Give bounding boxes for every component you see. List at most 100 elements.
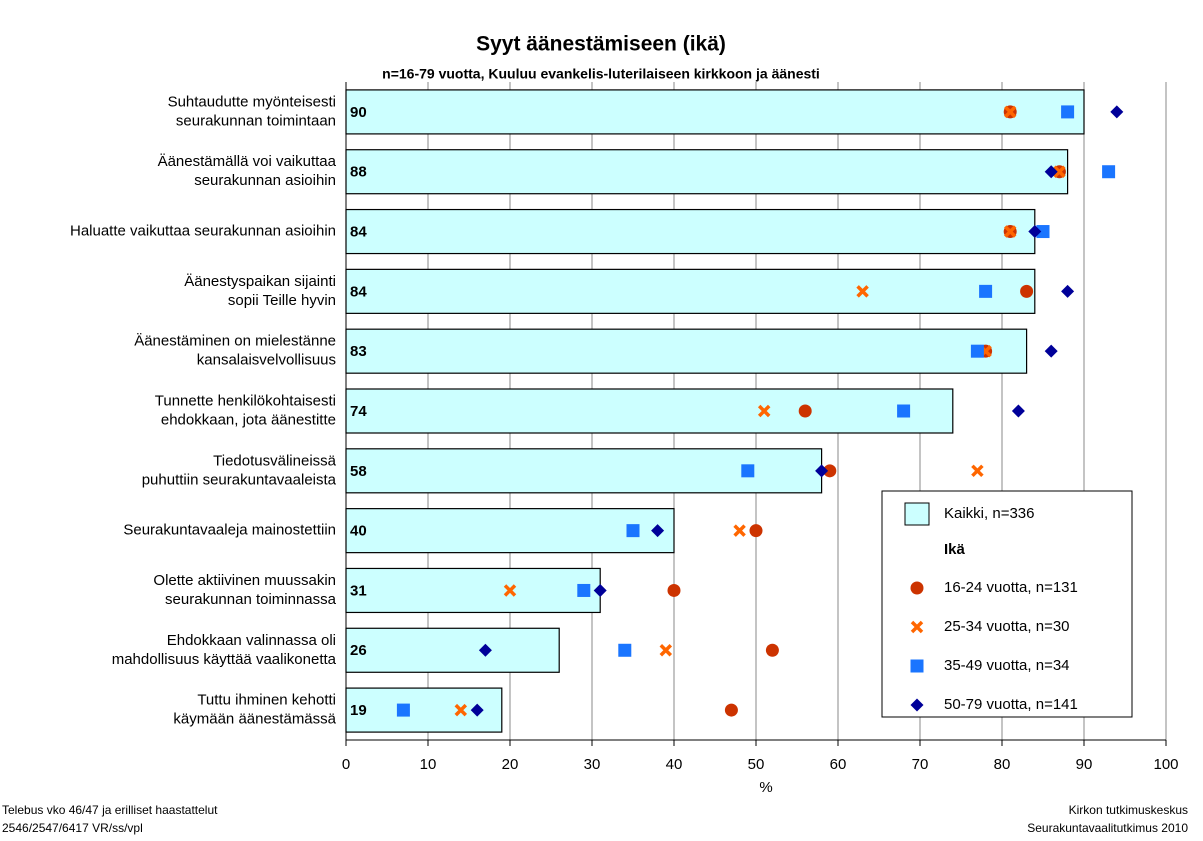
chart-subtitle: n=16-79 vuotta, Kuuluu evankelis-luteril… (382, 66, 820, 82)
y-tick-label: Olette aktiivinen muussakin seurakunnan t… (153, 572, 336, 608)
bar (345, 268, 1036, 314)
legend-swatch (904, 502, 930, 526)
y-tick-label: Äänestyspaikan sijainti sopii Teille hyvi… (184, 273, 336, 309)
marker (1028, 225, 1042, 239)
marker (815, 464, 829, 478)
marker (971, 464, 984, 478)
marker (1003, 105, 1017, 119)
marker (1011, 404, 1025, 418)
legend-box (881, 490, 1133, 718)
x-tick-label: 30 (584, 756, 601, 773)
marker (1053, 165, 1066, 178)
marker (733, 524, 746, 537)
footer-text: 2546/2547/6417 VR/ss/vpl (2, 821, 143, 835)
value-label: 74 (350, 403, 367, 420)
value-label: 90 (350, 104, 367, 121)
bar (345, 328, 1028, 374)
footer-text: Kirkon tutkimuskeskus (1069, 803, 1188, 817)
bar (345, 149, 1069, 195)
x-tick-label: 70 (912, 756, 929, 773)
legend-label: 35-49 vuotta, n=34 (944, 657, 1070, 674)
marker (1003, 225, 1017, 238)
marker (798, 404, 812, 418)
value-label: 84 (350, 283, 367, 300)
marker (765, 643, 779, 657)
x-tick-label: 60 (830, 756, 847, 773)
y-tick-label: Ehdokkaan valinnassa oli mahdollisuus käy… (112, 632, 337, 668)
y-tick-label: Tuttu ihminen kehotti käymään äänestämäss… (173, 692, 336, 728)
x-tick-label: 20 (502, 756, 519, 773)
x-tick-label: 90 (1076, 756, 1093, 773)
value-label: 88 (350, 164, 367, 181)
marker (741, 464, 755, 478)
marker (749, 524, 763, 538)
chart-title: Syyt äänestämiseen (ikä) (476, 33, 726, 56)
marker (396, 703, 410, 717)
marker (1044, 344, 1058, 358)
legend-label: Kaikki, n=336 (944, 505, 1034, 522)
y-tick-label: Äänestämällä voi vaikuttaa seurakunnan as… (158, 153, 337, 189)
x-tick-label: 80 (994, 756, 1011, 773)
marker (823, 464, 837, 478)
x-tick-label: 100 (1153, 756, 1178, 773)
bar (345, 627, 560, 673)
x-tick-label: 50 (748, 756, 765, 773)
marker (1036, 225, 1050, 239)
marker (1110, 105, 1124, 119)
marker (897, 404, 911, 418)
marker (910, 620, 924, 634)
legend-label: 50-79 vuotta, n=141 (944, 696, 1078, 713)
legend-label: 25-34 vuotta, n=30 (944, 618, 1070, 635)
bar (345, 567, 601, 614)
marker (593, 583, 607, 597)
marker (1061, 284, 1075, 298)
value-label: 84 (350, 224, 367, 241)
legend-title: Ikä (944, 541, 966, 558)
marker (1061, 105, 1075, 119)
y-tick-label: Haluatte vaikuttaa seurakunnan asioihin (70, 223, 336, 240)
x-tick-label: 40 (666, 756, 683, 773)
marker (659, 644, 673, 657)
marker (856, 285, 869, 298)
footer-text: Seurakuntavaalitutkimus 2010 (1027, 821, 1188, 835)
marker (910, 659, 924, 673)
bar (345, 388, 954, 434)
y-tick-label: Seurakuntavaaleja mainostettiin (123, 522, 336, 539)
x-axis-label: % (759, 779, 772, 796)
marker (651, 524, 665, 538)
marker (618, 643, 632, 657)
marker (470, 703, 484, 717)
legend: Kaikki, n=336 Ikä 16-24 vuotta, n=131 25-34… (881, 490, 1133, 718)
value-label: 83 (350, 343, 367, 360)
marker (910, 581, 924, 595)
y-tick-label: Tunnette henkilökohtaisesti ehdokkaan, jo… (155, 392, 336, 428)
value-label: 31 (350, 582, 367, 599)
marker (626, 524, 640, 538)
marker (454, 703, 468, 717)
bar (345, 89, 1085, 135)
y-tick-label: Suhtaudutte myönteisesti seurakunnan toim… (168, 93, 336, 129)
marker (667, 583, 681, 597)
value-label: 19 (350, 702, 367, 719)
legend-label: 16-24 vuotta, n=131 (944, 579, 1078, 596)
y-tick-label: Äänestäminen on mielestänne kansalaisvelv… (134, 333, 336, 369)
marker (970, 344, 984, 358)
marker (757, 404, 771, 418)
marker (577, 583, 591, 597)
bar (345, 208, 1036, 255)
value-label: 40 (350, 523, 367, 540)
marker (478, 643, 492, 657)
bar (345, 508, 675, 554)
value-label: 26 (350, 642, 367, 659)
x-tick-label: 0 (342, 756, 350, 773)
value-label: 58 (350, 463, 367, 480)
marker (910, 698, 924, 712)
marker (1044, 165, 1058, 179)
marker (1102, 165, 1116, 179)
x-tick-label: 10 (420, 756, 437, 773)
marker (979, 284, 993, 298)
marker (503, 584, 517, 597)
footer-text: Telebus vko 46/47 ja erilliset haastatte… (2, 803, 218, 817)
marker (724, 703, 738, 717)
